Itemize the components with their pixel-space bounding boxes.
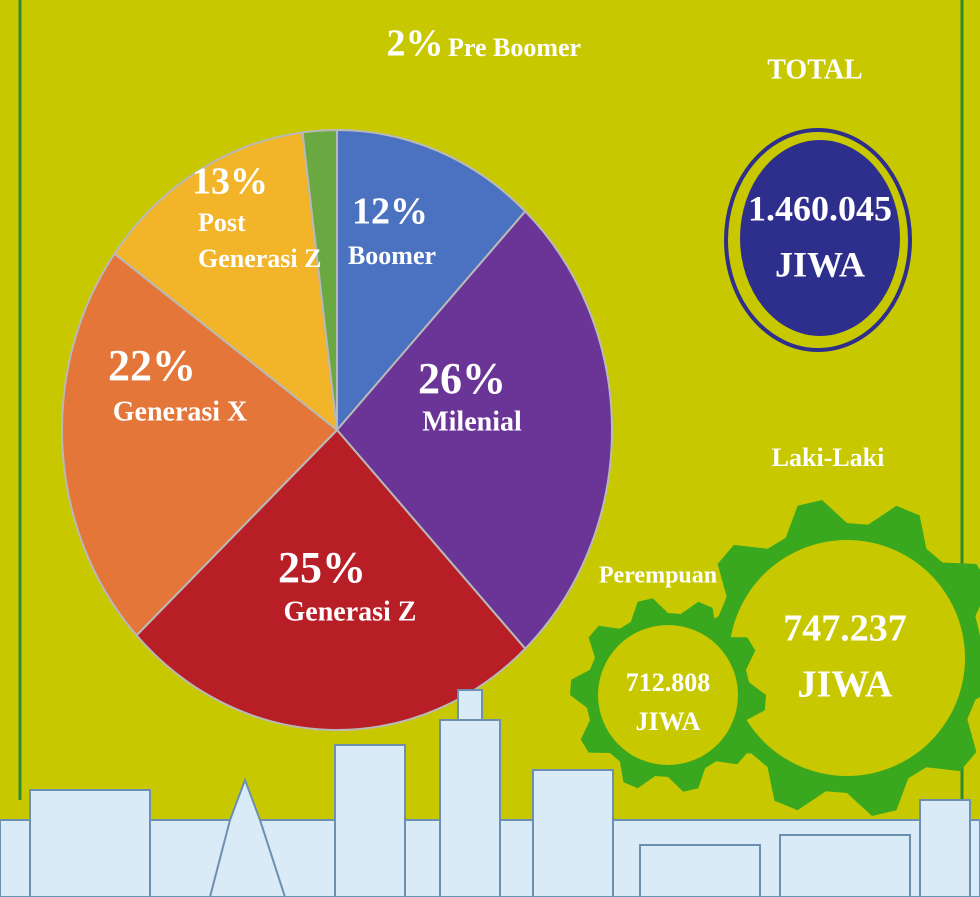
female-unit: JIWA [635,707,700,736]
value-label: 2% [387,23,444,65]
total-circle [740,140,900,336]
value-label: 12% [352,191,428,233]
total-value: 1.460.045 [748,188,892,228]
gear-inner [729,540,965,776]
page: 12% Boomer 26%Milenial 25% Generasi Z 22% Gene… [0,0,980,897]
value-label: 26% [418,354,506,403]
pie [62,130,612,730]
category-label: Generasi Z [284,596,417,627]
female-value: 712.808 [626,668,711,697]
category-label: Milenial [422,406,522,437]
category-label: Pre Boomer [448,33,581,62]
category-label: Generasi X [113,396,248,427]
male-unit: JIWA [797,664,893,706]
infographic: 12% Boomer 26%Milenial 25% Generasi Z 22% Gene… [0,0,980,897]
value-label: 13% [192,161,268,203]
total-label: TOTAL [767,54,862,85]
female-label: Perempuan [599,563,717,589]
male-value: 747.237 [783,608,907,650]
category-label: Boomer [348,241,436,270]
value-label: 22% [108,341,196,390]
value-label: 25% [278,543,366,592]
total-unit: JIWA [775,244,865,284]
male-label: Laki-Laki [772,443,885,472]
